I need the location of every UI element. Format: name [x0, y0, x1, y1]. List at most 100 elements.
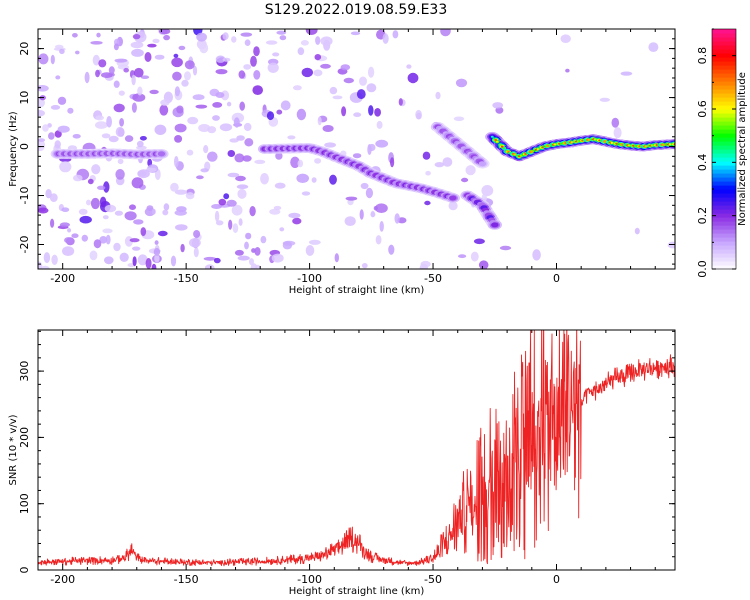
heatmap-speckle — [101, 72, 113, 78]
heatmap-speckle — [72, 134, 81, 139]
heatmap-speckle — [75, 50, 80, 55]
colorbar-segment — [712, 69, 736, 74]
heatmap-speckle — [154, 54, 165, 60]
heatmap-speckle — [215, 220, 224, 226]
heatmap-track-blob — [570, 141, 574, 144]
line-x-tick-label: -50 — [424, 573, 442, 586]
heatmap-speckle — [613, 127, 622, 139]
heatmap-y-tick-label: 0 — [18, 143, 31, 150]
heatmap-speckle — [51, 254, 58, 265]
snr-point — [321, 555, 323, 557]
heatmap-speckle — [67, 228, 72, 233]
heatmap-speckle — [187, 116, 199, 125]
snr-point — [635, 370, 637, 372]
heatmap-speckle — [276, 30, 287, 35]
heatmap-speckle — [170, 182, 179, 192]
heatmap-speckle — [301, 67, 313, 78]
heatmap-speckle — [101, 133, 111, 139]
heatmap-speckle — [599, 97, 610, 102]
heatmap-speckle — [171, 57, 183, 68]
heatmap-speckle — [308, 239, 321, 245]
heatmap-speckle — [492, 102, 504, 109]
heatmap-speckle — [388, 244, 395, 255]
heatmap-speckle — [324, 142, 336, 148]
colorbar-segment — [712, 145, 736, 150]
heatmap-y-tick-label: 10 — [18, 91, 31, 105]
heatmap-speckle — [95, 115, 104, 121]
heatmap-speckle — [269, 208, 281, 215]
heatmap-speckle — [359, 76, 367, 86]
heatmap-speckle — [67, 107, 74, 114]
colorbar-segment — [712, 177, 736, 182]
heatmap-speckle — [64, 237, 73, 244]
snr-point — [432, 557, 434, 559]
heatmap-speckle — [287, 135, 296, 140]
colorbar-segment — [712, 265, 736, 270]
heatmap-speckle — [113, 103, 125, 113]
heatmap-track-blob — [157, 151, 166, 157]
snr-point — [526, 437, 528, 439]
heatmap-speckle — [215, 55, 226, 63]
heatmap-speckle — [195, 104, 208, 109]
heatmap-speckle — [131, 102, 137, 113]
colorbar-segment — [712, 201, 736, 206]
heatmap-speckle — [453, 116, 465, 122]
heatmap-speckle — [173, 53, 179, 58]
heatmap-speckle — [178, 45, 186, 51]
heatmap-speckle — [253, 70, 261, 80]
colorbar-segment — [712, 161, 736, 166]
heatmap-speckle — [103, 181, 110, 193]
heatmap-speckle — [54, 44, 64, 50]
heatmap-speckle — [186, 149, 194, 156]
heatmap-speckle — [174, 209, 187, 216]
heatmap-speckle — [288, 212, 301, 219]
colorbar-segment — [712, 149, 736, 154]
colorbar-segment — [712, 129, 736, 134]
heatmap-speckle — [132, 256, 137, 267]
heatmap-speckle — [54, 140, 61, 149]
heatmap-speckle — [86, 199, 91, 206]
heatmap-speckle — [470, 251, 479, 262]
heatmap-speckle — [375, 139, 389, 148]
heatmap-speckle — [91, 164, 101, 175]
snr-point — [469, 503, 471, 505]
heatmap-speckle — [376, 120, 383, 129]
colorbar-segment — [712, 29, 736, 34]
heatmap-speckle — [113, 80, 120, 88]
heatmap-speckle — [373, 206, 378, 211]
line-x-tick-label: -150 — [174, 573, 199, 586]
snr-point — [610, 380, 612, 382]
snr-point — [148, 560, 150, 562]
heatmap-track-blob — [553, 143, 557, 146]
heatmap-speckle — [361, 263, 368, 269]
heatmap-speckle — [235, 175, 246, 182]
heatmap-track-blob — [513, 153, 517, 156]
heatmap-speckle — [181, 79, 189, 87]
line-x-tick-label: -200 — [50, 573, 75, 586]
heatmap-track-blob — [627, 144, 631, 147]
heatmap-speckle — [297, 47, 305, 56]
heatmap-speckle — [359, 209, 364, 220]
heatmap-speckle — [92, 54, 100, 66]
heatmap-speckle — [249, 206, 256, 217]
colorbar-segment — [712, 33, 736, 38]
heatmap-speckle — [140, 75, 150, 79]
heatmap-speckle — [137, 254, 148, 266]
heatmap-speckle — [172, 71, 182, 81]
heatmap-speckle — [275, 152, 283, 160]
heatmap-speckle — [113, 43, 119, 51]
snr-point — [600, 387, 602, 389]
heatmap-speckle — [114, 210, 123, 216]
snr-point — [630, 374, 632, 376]
snr-point — [131, 549, 133, 551]
heatmap-speckle — [272, 52, 280, 57]
heatmap-speckle — [192, 94, 205, 101]
heatmap-speckle — [322, 125, 334, 132]
snr-point — [452, 529, 454, 531]
heatmap-speckle — [152, 38, 160, 44]
snr-point — [437, 553, 439, 555]
snr-point — [457, 520, 459, 522]
heatmap-track-blob — [644, 145, 648, 148]
heatmap-speckle — [238, 70, 246, 79]
